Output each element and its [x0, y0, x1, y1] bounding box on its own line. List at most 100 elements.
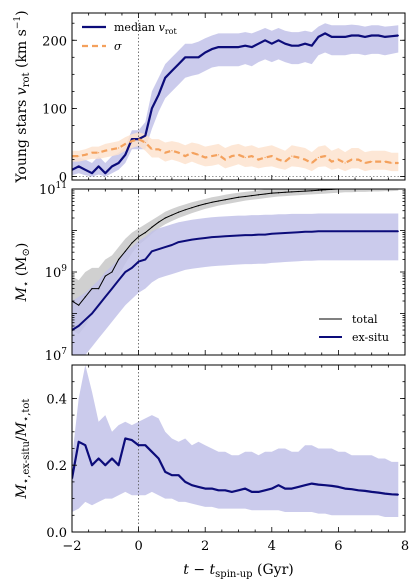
- data-point: [111, 288, 113, 290]
- data-point: [164, 77, 166, 79]
- data-point: [277, 39, 280, 41]
- data-point: [98, 457, 100, 460]
- data-point: [244, 195, 246, 198]
- data-point: [244, 488, 246, 490]
- data-point: [111, 165, 113, 167]
- data-point: [384, 36, 386, 38]
- data-point: [297, 156, 299, 159]
- data-point: [211, 155, 213, 157]
- data-point: [331, 36, 333, 38]
- data-point: [118, 162, 120, 164]
- data-point: [364, 490, 366, 492]
- data-point: [91, 152, 93, 154]
- data-point: [131, 242, 133, 244]
- x-tick-label: 8: [401, 539, 409, 554]
- y-tick-label: 0.4: [46, 392, 67, 407]
- data-point: [91, 464, 93, 466]
- data-point: [204, 51, 206, 54]
- data-point: [178, 241, 180, 243]
- data-point: [271, 155, 273, 157]
- data-point: [391, 230, 393, 232]
- data-point: [171, 150, 173, 152]
- band-top-0: [72, 23, 399, 177]
- data-point: [178, 152, 180, 154]
- data-point: [304, 159, 306, 161]
- data-point: [271, 233, 273, 235]
- data-point: [391, 187, 392, 188]
- data-point: [191, 56, 193, 58]
- data-point: [78, 441, 80, 443]
- data-point: [237, 489, 240, 491]
- data-point: [138, 236, 140, 238]
- data-point: [191, 484, 193, 486]
- data-point: [284, 191, 286, 193]
- data-point: [158, 148, 160, 150]
- data-point: [257, 159, 260, 161]
- data-point: [384, 493, 386, 495]
- data-point: [171, 244, 173, 246]
- data-point: [131, 267, 133, 269]
- data-point: [317, 484, 319, 486]
- data-point: [151, 226, 153, 228]
- data-point: [151, 250, 153, 252]
- y-tick-label: 0.0: [46, 526, 67, 541]
- data-point: [397, 34, 399, 37]
- legend-label: total: [352, 313, 378, 326]
- data-point: [264, 489, 266, 491]
- data-point: [357, 159, 359, 161]
- data-point: [384, 187, 385, 188]
- data-point: [324, 230, 326, 232]
- data-point: [124, 271, 126, 273]
- data-point: [324, 155, 326, 157]
- data-point: [311, 45, 313, 47]
- data-point: [204, 237, 206, 239]
- data-point: [184, 481, 186, 483]
- series-line-bottom-0: [72, 437, 399, 496]
- band-top-1: [72, 132, 399, 172]
- y-tick-label: 107: [45, 347, 68, 364]
- data-point: [277, 484, 280, 486]
- data-point: [118, 464, 120, 466]
- data-point: [151, 148, 153, 150]
- data-point: [377, 230, 379, 232]
- data-point: [91, 172, 93, 174]
- legend-label: σ: [114, 40, 122, 53]
- y-tick-label: 0.2: [46, 459, 67, 474]
- data-point: [397, 494, 399, 496]
- data-point: [224, 159, 226, 161]
- data-point: [224, 235, 226, 237]
- data-point: [217, 154, 220, 156]
- data-point: [191, 239, 193, 241]
- data-point: [151, 451, 153, 453]
- data-point: [184, 56, 186, 58]
- data-point: [178, 211, 180, 213]
- y-tick-label: 200: [42, 34, 67, 49]
- band-bottom-0: [72, 365, 399, 517]
- data-point: [291, 232, 293, 234]
- data-point: [171, 214, 173, 216]
- data-point: [98, 165, 100, 167]
- data-point: [191, 152, 193, 154]
- data-point: [317, 189, 319, 191]
- data-point: [331, 161, 333, 163]
- data-point: [284, 43, 286, 45]
- data-point: [304, 43, 306, 45]
- data-point: [337, 230, 339, 232]
- data-point: [251, 234, 253, 236]
- data-point: [331, 485, 333, 487]
- data-point: [317, 36, 319, 38]
- data-point: [184, 209, 186, 211]
- data-point: [291, 191, 293, 193]
- data-point: [351, 488, 353, 490]
- data-point: [144, 232, 146, 234]
- data-point: [197, 205, 200, 207]
- data-point: [84, 444, 86, 446]
- data-point: [111, 457, 113, 460]
- data-point: [164, 217, 166, 219]
- data-point: [197, 154, 200, 156]
- panel-middle: 107 109 1011 M⋆ (M⊙) total ex-situ: [14, 181, 406, 364]
- y-tick-label: 109: [45, 264, 68, 281]
- data-point: [304, 484, 306, 486]
- data-point: [91, 288, 93, 290]
